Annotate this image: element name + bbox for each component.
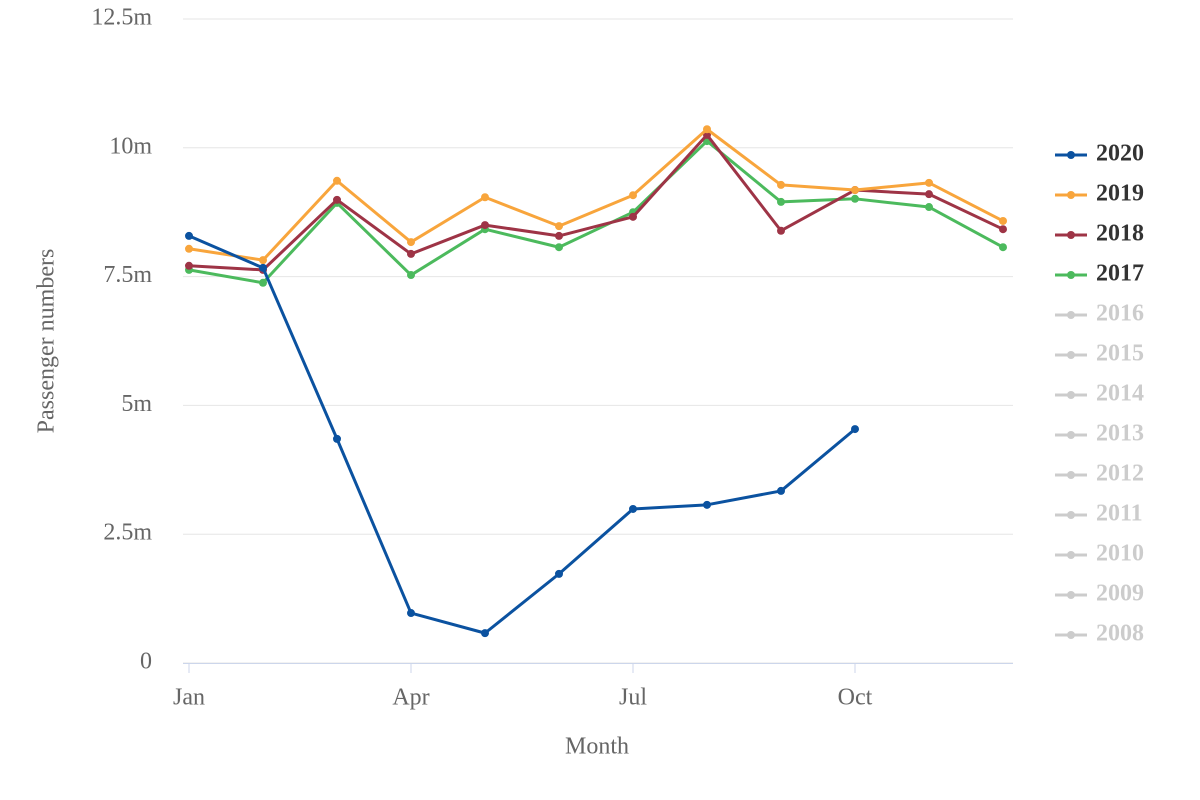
data-point <box>407 238 415 247</box>
data-point <box>925 178 933 187</box>
legend-label: 2018 <box>1096 221 1144 247</box>
data-point <box>555 569 563 578</box>
data-point <box>555 243 563 252</box>
legend-hidden-marker <box>1067 391 1075 399</box>
series-line <box>188 127 1004 262</box>
legend-hidden-marker <box>1067 351 1075 359</box>
data-point <box>259 263 267 272</box>
data-point <box>629 504 637 513</box>
y-tick-label: 7.5m <box>103 262 152 288</box>
legend-hidden-label: 2009 <box>1096 581 1144 607</box>
legend-hidden-marker <box>1067 431 1075 439</box>
legend-label: 2020 <box>1096 141 1144 167</box>
y-tick-label: 5m <box>121 391 152 417</box>
legend-hidden-label: 2016 <box>1096 301 1144 327</box>
data-point <box>333 176 341 185</box>
data-point <box>777 486 785 495</box>
data-point <box>185 261 193 270</box>
data-point <box>777 226 785 235</box>
data-point <box>259 278 267 287</box>
data-point <box>703 125 711 134</box>
x-tick-label: Apr <box>392 685 429 711</box>
legend-hidden-label: 2015 <box>1096 341 1144 367</box>
data-point <box>407 249 415 258</box>
data-point <box>999 216 1007 225</box>
data-point <box>777 180 785 189</box>
legend-hidden-label: 2013 <box>1096 421 1144 447</box>
data-point <box>851 186 859 195</box>
x-tick-label: Oct <box>838 685 873 711</box>
data-point <box>259 256 267 265</box>
data-point <box>925 190 933 199</box>
data-point <box>555 222 563 231</box>
legend-hidden-marker <box>1067 311 1075 319</box>
data-point <box>925 203 933 212</box>
data-point <box>333 195 341 204</box>
y-tick-label: 10m <box>109 133 152 159</box>
legend-hidden-label: 2010 <box>1096 541 1144 567</box>
legend-hidden-label: 2012 <box>1096 461 1144 487</box>
legend-hidden-marker <box>1067 471 1075 479</box>
series-line <box>188 139 1004 285</box>
data-point <box>851 425 859 434</box>
data-point <box>777 197 785 206</box>
legend-hidden-label: 2008 <box>1096 621 1144 647</box>
data-point <box>629 191 637 200</box>
data-point <box>407 271 415 280</box>
data-point <box>999 243 1007 252</box>
data-point <box>629 212 637 221</box>
data-point <box>555 231 563 240</box>
data-point <box>481 629 489 638</box>
legend-label: 2019 <box>1096 181 1144 207</box>
data-point <box>481 193 489 202</box>
x-tick-label: Jan <box>173 685 205 711</box>
data-point <box>481 221 489 230</box>
data-point <box>185 244 193 253</box>
legend-label: 2017 <box>1096 261 1144 287</box>
data-point <box>851 194 859 203</box>
y-tick-label: 12.5m <box>91 5 152 31</box>
legend-hidden-label: 2011 <box>1096 501 1143 527</box>
series-line <box>188 133 1004 272</box>
y-axis-title: Passenger numbers <box>34 249 60 434</box>
y-tick-label: 0 <box>140 649 152 675</box>
legend-marker <box>1067 151 1075 159</box>
y-tick-label: 2.5m <box>103 520 152 546</box>
series-line <box>188 234 856 635</box>
data-point <box>703 500 711 509</box>
x-axis-title: Month <box>565 734 629 760</box>
legend-hidden-marker <box>1067 631 1075 639</box>
legend-hidden-label: 2014 <box>1096 381 1144 407</box>
legend-marker <box>1067 231 1075 239</box>
legend-marker <box>1067 191 1075 199</box>
legend-marker <box>1067 271 1075 279</box>
data-point <box>185 231 193 240</box>
legend-hidden-marker <box>1067 591 1075 599</box>
legend-hidden-marker <box>1067 511 1075 519</box>
legend-hidden-marker <box>1067 551 1075 559</box>
data-point <box>999 225 1007 234</box>
data-point <box>407 609 415 618</box>
data-point <box>333 434 341 443</box>
x-tick-label: Jul <box>619 685 647 711</box>
